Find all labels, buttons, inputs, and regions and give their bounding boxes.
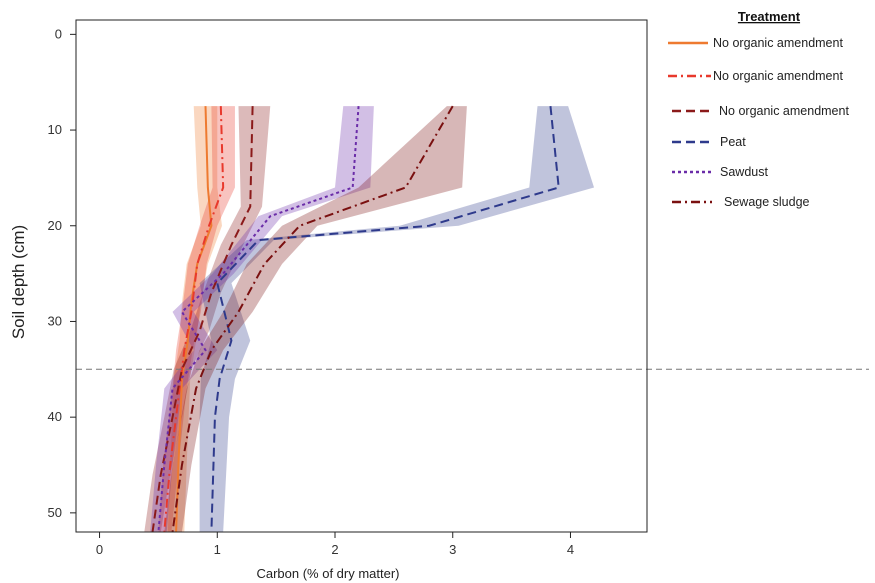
legend-label-1: No organic amendment [713, 36, 843, 50]
x-axis-title: Carbon (% of dry matter) [256, 566, 399, 581]
x-tick-label: 3 [449, 542, 456, 557]
line-series-2 [163, 106, 225, 533]
y-tick-label: 50 [48, 505, 62, 520]
x-tick-label: 1 [214, 542, 221, 557]
y-tick-label: 0 [55, 26, 62, 41]
legend-label-6: Sewage sludge [724, 195, 810, 209]
line-series-4 [210, 106, 560, 533]
line-series-1 [175, 106, 213, 533]
legend-title: Treatment [738, 9, 801, 24]
legend-label-2: No organic amendment [713, 69, 843, 83]
y-tick-label: 10 [48, 122, 62, 137]
legend-label-3: No organic amendment [719, 104, 849, 118]
y-tick-label: 30 [48, 313, 62, 328]
y-tick-label: 40 [48, 409, 62, 424]
y-tick-label: 20 [48, 218, 62, 233]
band-series-2 [158, 106, 235, 532]
legend-label-4: Peat [720, 135, 746, 149]
band-series-6 [164, 106, 467, 532]
y-axis-title: Soil depth (cm) [9, 225, 28, 339]
band-series-5 [150, 106, 374, 532]
line-series-5 [157, 106, 360, 533]
band-series-4 [199, 106, 595, 532]
x-tick-label: 0 [96, 542, 103, 557]
legend-label-5: Sawdust [720, 165, 768, 179]
band-series-1 [167, 106, 222, 532]
bands-layer [144, 106, 595, 532]
legend: Treatment No organic amendment No organic… [668, 9, 849, 209]
lines-layer [151, 105, 560, 533]
x-tick-label: 2 [331, 542, 338, 557]
x-tick-label: 4 [567, 542, 574, 557]
plot-frame [75, 19, 648, 533]
